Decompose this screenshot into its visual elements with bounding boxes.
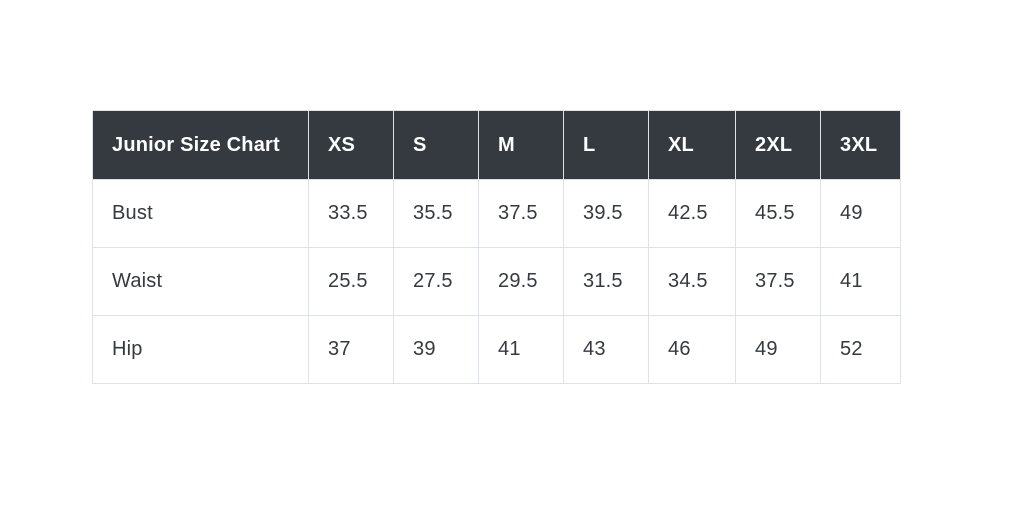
value-cell: 37 bbox=[308, 315, 394, 384]
value-cell: 25.5 bbox=[308, 247, 394, 316]
row-label-hip: Hip bbox=[92, 315, 309, 384]
table-row-waist: Waist 25.5 27.5 29.5 31.5 34.5 37.5 41 bbox=[92, 247, 901, 316]
value-cell: 33.5 bbox=[308, 179, 394, 248]
column-header-m: M bbox=[478, 110, 564, 180]
value-cell: 45.5 bbox=[735, 179, 821, 248]
value-cell: 43 bbox=[563, 315, 649, 384]
value-cell: 34.5 bbox=[648, 247, 736, 316]
column-header-xl: XL bbox=[648, 110, 736, 180]
value-cell: 52 bbox=[820, 315, 901, 384]
table-title: Junior Size Chart bbox=[92, 110, 309, 180]
junior-size-chart-table: Junior Size Chart XS S M L XL 2XL 3XL Bu… bbox=[92, 110, 901, 384]
table-row-hip: Hip 37 39 41 43 46 49 52 bbox=[92, 315, 901, 384]
value-cell: 27.5 bbox=[393, 247, 479, 316]
row-label-bust: Bust bbox=[92, 179, 309, 248]
value-cell: 35.5 bbox=[393, 179, 479, 248]
value-cell: 39 bbox=[393, 315, 479, 384]
value-cell: 41 bbox=[478, 315, 564, 384]
value-cell: 42.5 bbox=[648, 179, 736, 248]
value-cell: 31.5 bbox=[563, 247, 649, 316]
table-row-bust: Bust 33.5 35.5 37.5 39.5 42.5 45.5 49 bbox=[92, 179, 901, 248]
value-cell: 37.5 bbox=[735, 247, 821, 316]
column-header-2xl: 2XL bbox=[735, 110, 821, 180]
column-header-l: L bbox=[563, 110, 649, 180]
header-row: Junior Size Chart XS S M L XL 2XL 3XL bbox=[92, 110, 901, 180]
value-cell: 29.5 bbox=[478, 247, 564, 316]
value-cell: 41 bbox=[820, 247, 901, 316]
row-label-waist: Waist bbox=[92, 247, 309, 316]
value-cell: 49 bbox=[820, 179, 901, 248]
value-cell: 37.5 bbox=[478, 179, 564, 248]
value-cell: 39.5 bbox=[563, 179, 649, 248]
value-cell: 46 bbox=[648, 315, 736, 384]
column-header-xs: XS bbox=[308, 110, 394, 180]
value-cell: 49 bbox=[735, 315, 821, 384]
column-header-3xl: 3XL bbox=[820, 110, 901, 180]
column-header-s: S bbox=[393, 110, 479, 180]
